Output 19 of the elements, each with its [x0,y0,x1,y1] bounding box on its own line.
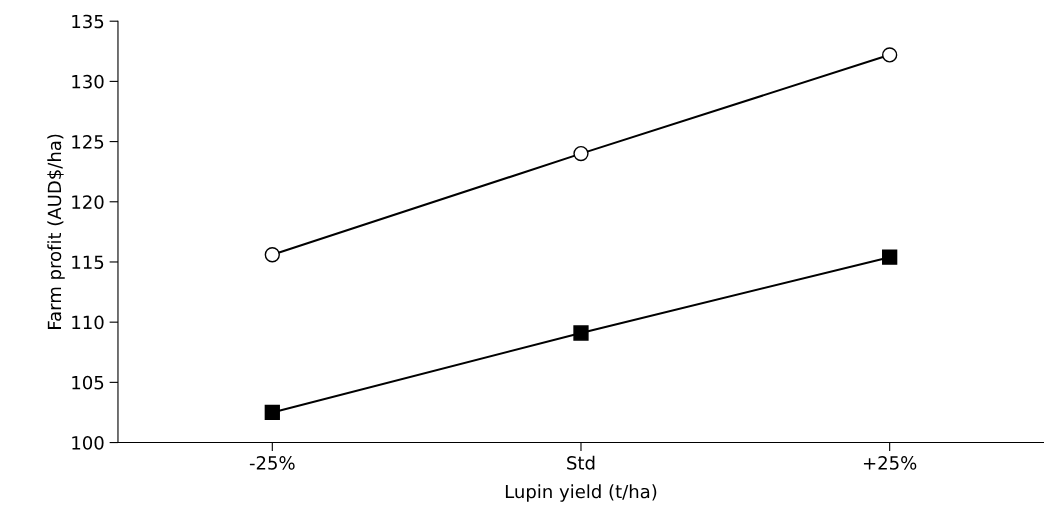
y-tick-label: 120 [72,195,104,209]
point [264,247,280,263]
x-tick-label: Std [567,455,595,470]
x-tick-label: -25% [249,456,295,470]
y-tick-label: 135 [72,14,104,29]
y-tick-label: 105 [72,375,104,390]
point [882,249,898,265]
y-tick-label: 115 [72,255,104,270]
point [573,145,589,162]
point [882,47,898,63]
x-axis-title: Lupin yield (t/ha) [505,484,657,502]
point [264,404,280,421]
y-axis-title: Farm profit (AUD$/ha) [47,134,65,329]
y-tick-label: 110 [72,315,104,330]
x-tick-label: +25% [863,456,917,470]
y-tick-label: 130 [72,74,104,89]
y-tick-label: 125 [72,135,104,149]
point [573,325,589,341]
y-tick-label: 100 [72,436,104,450]
